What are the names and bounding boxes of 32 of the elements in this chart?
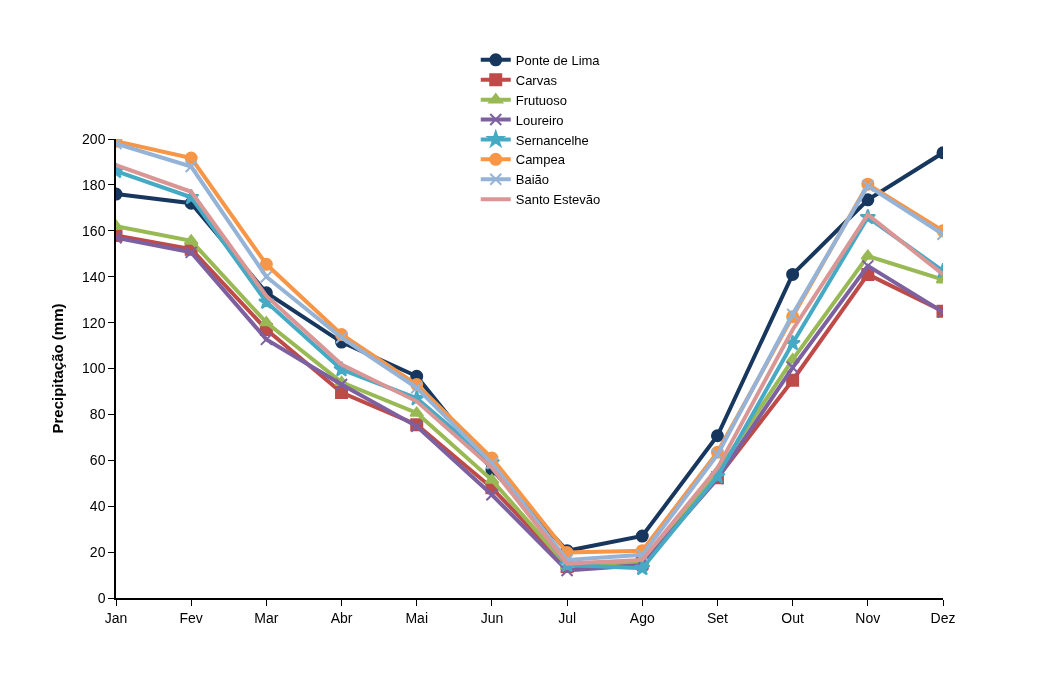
x-tick-label: Nov [855, 609, 881, 626]
y-tick-label: 140 [82, 268, 106, 285]
legend-label: Sernancelhe [515, 132, 589, 148]
y-tick-label: 0 [97, 589, 106, 606]
legend-label: Loureiro [515, 112, 564, 128]
y-tick-label: 40 [89, 498, 106, 515]
x-tick-label: Mai [405, 609, 429, 626]
legend-label: Carvas [515, 72, 558, 88]
x-tick-label: Mar [254, 609, 279, 626]
y-tick-label: 180 [82, 176, 106, 193]
y-tick-label: 100 [82, 360, 106, 377]
y-tick-label: 200 [82, 130, 106, 147]
x-tick-label: Jan [104, 609, 128, 626]
x-tick-label: Ago [629, 609, 655, 626]
x-tick-label: Jul [558, 609, 577, 626]
legend-label: Campea [515, 152, 566, 168]
x-tick-label: Set [706, 609, 729, 626]
y-tick-label: 80 [89, 406, 106, 423]
x-tick-label: Fev [179, 609, 203, 626]
y-tick-label: 120 [82, 314, 106, 331]
legend-label: Ponte de Lima [515, 52, 601, 68]
y-tick-label: 60 [89, 452, 106, 469]
y-axis-title: Precipitação (mm) [48, 303, 66, 434]
x-tick-label: Out [781, 609, 805, 626]
y-tick-label: 20 [89, 544, 106, 560]
x-tick-label: Dez [930, 609, 956, 626]
x-tick-label: Abr [330, 609, 353, 626]
legend-label: Frutuoso [515, 92, 568, 108]
legend-label: Santo Estevão [515, 192, 601, 208]
y-tick-label: 160 [82, 222, 106, 239]
x-tick-label: Jun [480, 609, 504, 626]
legend-label: Baião [515, 172, 549, 188]
